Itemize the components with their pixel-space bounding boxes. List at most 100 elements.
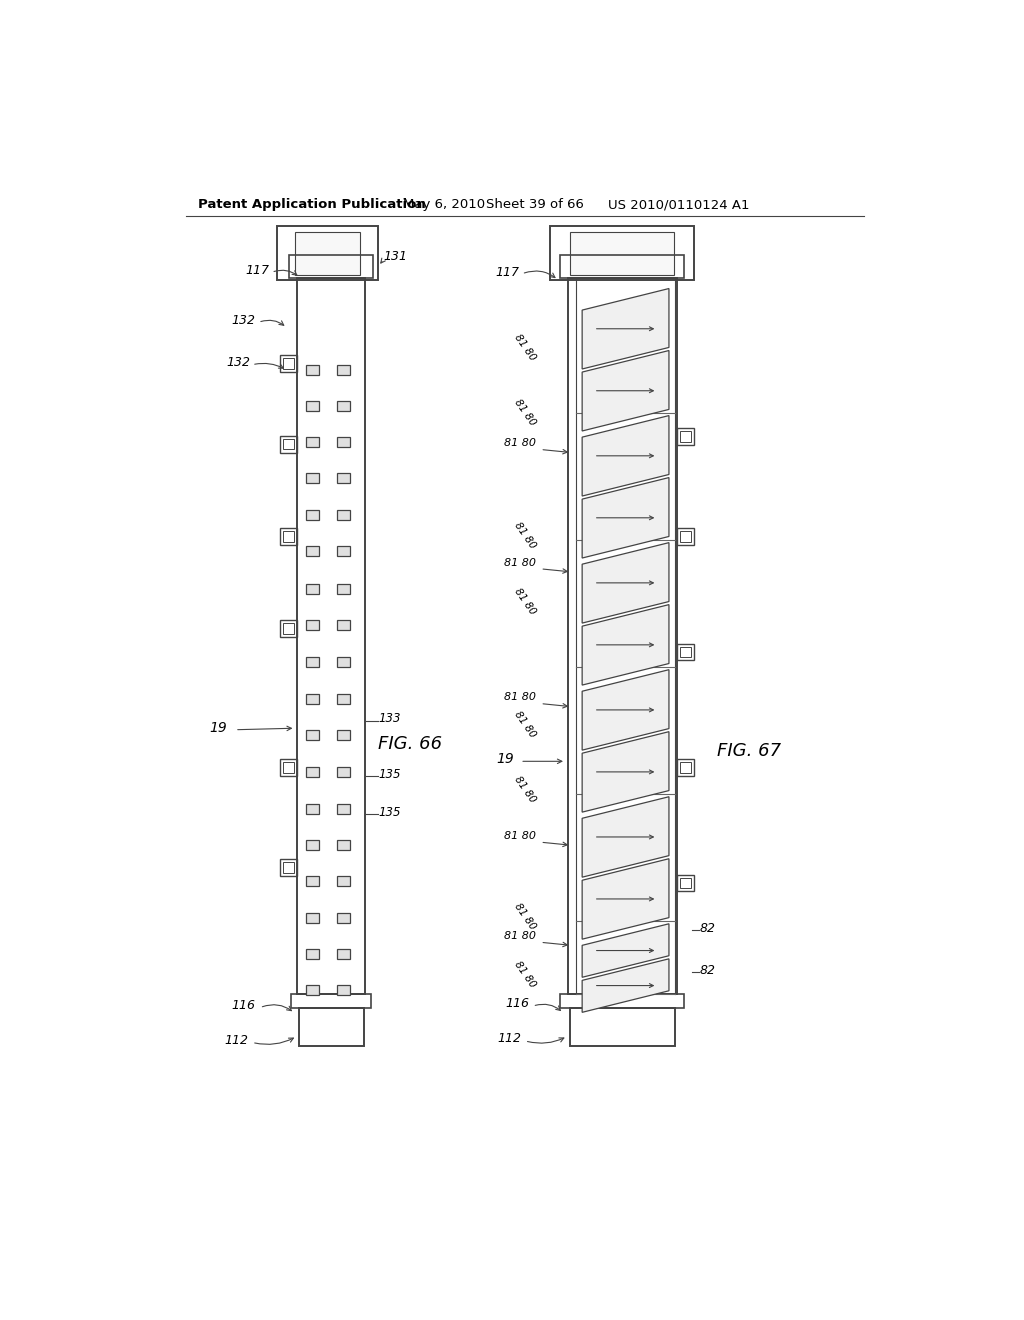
Bar bbox=[283, 862, 294, 873]
Text: 117: 117 bbox=[496, 265, 519, 279]
Bar bbox=[280, 620, 297, 638]
Text: 82: 82 bbox=[700, 964, 716, 977]
Bar bbox=[306, 364, 318, 375]
Bar bbox=[306, 804, 318, 813]
Bar bbox=[337, 474, 349, 483]
Text: 81 80: 81 80 bbox=[512, 709, 538, 739]
Bar bbox=[289, 255, 373, 277]
Bar bbox=[560, 255, 684, 277]
Bar bbox=[306, 401, 318, 411]
Text: 81 80: 81 80 bbox=[505, 557, 537, 568]
Bar bbox=[337, 510, 349, 520]
Text: 82: 82 bbox=[700, 921, 716, 935]
Bar bbox=[337, 620, 349, 631]
Text: 81 80: 81 80 bbox=[505, 832, 537, 841]
Bar bbox=[337, 730, 349, 739]
Bar bbox=[280, 859, 297, 876]
Text: 81 80: 81 80 bbox=[512, 520, 538, 550]
Polygon shape bbox=[583, 543, 669, 623]
Bar bbox=[569, 1007, 675, 1047]
Bar bbox=[337, 437, 349, 447]
Bar bbox=[337, 985, 349, 995]
Polygon shape bbox=[583, 669, 669, 750]
Bar bbox=[306, 545, 318, 556]
Bar bbox=[283, 438, 294, 449]
Bar bbox=[560, 994, 684, 1007]
Bar bbox=[299, 1007, 364, 1047]
Bar bbox=[337, 693, 349, 704]
Text: 135: 135 bbox=[378, 768, 400, 781]
Bar bbox=[337, 913, 349, 923]
Bar bbox=[283, 762, 294, 774]
Text: 81 80: 81 80 bbox=[505, 438, 537, 449]
Bar bbox=[280, 528, 297, 545]
Bar bbox=[337, 545, 349, 556]
Text: 112: 112 bbox=[224, 1034, 248, 1047]
Text: 81 80: 81 80 bbox=[512, 960, 538, 990]
Bar bbox=[306, 985, 318, 995]
Bar bbox=[337, 804, 349, 813]
Text: US 2010/0110124 A1: US 2010/0110124 A1 bbox=[608, 198, 750, 211]
Bar bbox=[283, 623, 294, 635]
Polygon shape bbox=[583, 924, 669, 977]
Polygon shape bbox=[583, 859, 669, 940]
Bar bbox=[306, 730, 318, 739]
Bar bbox=[306, 510, 318, 520]
Bar bbox=[283, 358, 294, 368]
Bar bbox=[568, 277, 677, 994]
Bar bbox=[680, 647, 690, 657]
Text: 81 80: 81 80 bbox=[512, 775, 538, 805]
Polygon shape bbox=[583, 731, 669, 812]
Bar bbox=[337, 585, 349, 594]
Bar bbox=[337, 657, 349, 668]
Text: 116: 116 bbox=[231, 999, 256, 1012]
Text: 135: 135 bbox=[378, 807, 400, 820]
Bar bbox=[306, 437, 318, 447]
Bar bbox=[306, 657, 318, 668]
Bar bbox=[306, 693, 318, 704]
Text: 19: 19 bbox=[210, 721, 227, 735]
Text: May 6, 2010: May 6, 2010 bbox=[403, 198, 485, 211]
Bar bbox=[297, 277, 366, 994]
Text: 117: 117 bbox=[246, 264, 270, 277]
Text: 131: 131 bbox=[384, 251, 408, 264]
Polygon shape bbox=[583, 797, 669, 878]
Text: 132: 132 bbox=[231, 314, 256, 326]
Bar bbox=[677, 428, 693, 445]
Polygon shape bbox=[583, 958, 669, 1012]
Bar bbox=[677, 644, 693, 660]
Polygon shape bbox=[583, 351, 669, 430]
Bar bbox=[677, 528, 693, 545]
Bar bbox=[295, 231, 359, 275]
Polygon shape bbox=[583, 289, 669, 370]
Bar bbox=[337, 840, 349, 850]
Bar bbox=[677, 875, 693, 891]
Bar bbox=[280, 759, 297, 776]
Text: 116: 116 bbox=[506, 998, 529, 1010]
Polygon shape bbox=[583, 478, 669, 558]
Text: 81 80: 81 80 bbox=[512, 586, 538, 616]
Bar bbox=[337, 364, 349, 375]
Bar bbox=[337, 767, 349, 776]
Text: 132: 132 bbox=[226, 356, 251, 370]
Bar bbox=[306, 876, 318, 886]
Polygon shape bbox=[583, 605, 669, 685]
Text: 133: 133 bbox=[378, 713, 400, 726]
Bar bbox=[680, 531, 690, 543]
Bar bbox=[677, 759, 693, 776]
Bar bbox=[680, 762, 690, 774]
Bar bbox=[306, 585, 318, 594]
Bar bbox=[550, 226, 693, 280]
Text: 81 80: 81 80 bbox=[512, 333, 538, 362]
Bar bbox=[306, 620, 318, 631]
Bar bbox=[680, 878, 690, 888]
Text: 81 80: 81 80 bbox=[505, 693, 537, 702]
Text: 81 80: 81 80 bbox=[512, 902, 538, 932]
Bar bbox=[569, 231, 675, 275]
Bar bbox=[337, 949, 349, 960]
Bar bbox=[276, 226, 378, 280]
Text: 81 80: 81 80 bbox=[505, 931, 537, 941]
Bar bbox=[337, 401, 349, 411]
Bar bbox=[280, 436, 297, 453]
Bar bbox=[306, 767, 318, 776]
